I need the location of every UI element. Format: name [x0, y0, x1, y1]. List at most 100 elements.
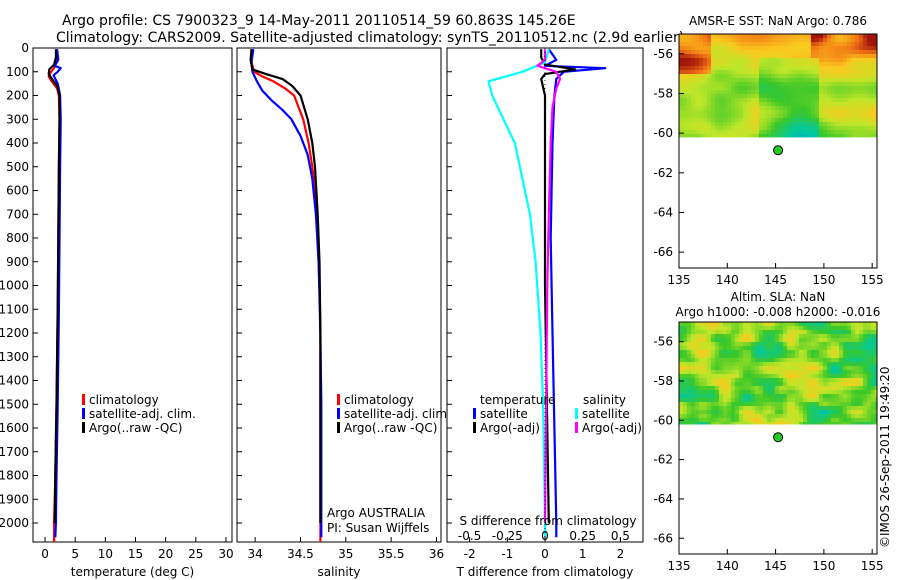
map-cell [687, 118, 692, 123]
map-cell [743, 46, 748, 51]
map-cell [695, 334, 700, 339]
map-cell [791, 62, 796, 67]
map-cell [691, 418, 696, 423]
map-cell [731, 358, 736, 363]
map-cell [731, 98, 736, 103]
series-line-2 [487, 48, 550, 538]
map-cell [767, 50, 772, 55]
map-cell [691, 74, 696, 79]
map-cell [815, 366, 820, 371]
map-cell [767, 422, 772, 425]
map-cell [679, 338, 684, 343]
map-cell [775, 342, 780, 347]
map-cell [851, 102, 856, 107]
map-cell [827, 350, 832, 355]
map-cell [831, 402, 836, 407]
map-cell [843, 366, 848, 371]
map-cell [775, 122, 780, 127]
map-cell [719, 118, 724, 123]
map-cell [695, 410, 700, 415]
map-cell [715, 122, 720, 127]
map-cell [811, 326, 816, 331]
x-tick-label: 1 [579, 547, 587, 561]
map-cell [851, 118, 856, 123]
map-cell [683, 86, 688, 91]
map-cell [803, 414, 808, 419]
map-cell [871, 130, 876, 135]
map-cell [687, 34, 692, 39]
map-cell [823, 62, 828, 67]
map-cell [839, 366, 844, 371]
map-cell [871, 342, 876, 347]
map-cell [839, 102, 844, 107]
map-cell [795, 66, 800, 71]
map-cell [755, 74, 760, 79]
map-cell [755, 98, 760, 103]
map-cell [831, 54, 836, 59]
map-cell [695, 130, 700, 135]
map-cell [719, 86, 724, 91]
map-cell [855, 70, 860, 75]
map-cell [859, 354, 864, 359]
map-cell [699, 410, 704, 415]
map-cell [847, 374, 852, 379]
map-cell [835, 66, 840, 71]
map-cell [783, 378, 788, 383]
map-cell [679, 354, 684, 359]
map-cell [763, 346, 768, 351]
map-cell [739, 322, 744, 327]
map-cell [843, 122, 848, 127]
map-cell [843, 42, 848, 47]
map-cell [851, 90, 856, 95]
map-cell [775, 354, 780, 359]
map-cell [787, 382, 792, 387]
map-cell [867, 74, 872, 79]
map-cell [863, 126, 868, 131]
map-cell [743, 406, 748, 411]
map-cell [827, 358, 832, 363]
map-cell [811, 58, 816, 63]
map-cell [847, 346, 852, 351]
map-cell [751, 102, 756, 107]
map-cell [763, 422, 768, 425]
map-cell [679, 330, 684, 335]
map-cell [819, 86, 824, 91]
map-cell [823, 346, 828, 351]
map-cell [687, 50, 692, 55]
map-cell [823, 106, 828, 111]
map-cell [703, 390, 708, 395]
map-cell [783, 82, 788, 87]
map-cell [859, 350, 864, 355]
map-cell [707, 54, 712, 59]
map-cell [751, 50, 756, 55]
map-cell [835, 126, 840, 131]
map-cell [763, 74, 768, 79]
map-cell [787, 398, 792, 403]
map-cell [711, 346, 716, 351]
map-cell [799, 134, 804, 138]
map-cell [875, 422, 878, 425]
map-cell [743, 118, 748, 123]
plot-frame [32, 47, 233, 543]
map-cell [699, 330, 704, 335]
map-cell [795, 122, 800, 127]
map-cell [759, 46, 764, 51]
map-cell [875, 106, 878, 111]
map-cell [871, 350, 876, 355]
map-cell [723, 62, 728, 67]
map-cell [687, 390, 692, 395]
map-cell [743, 386, 748, 391]
map-cell [819, 334, 824, 339]
map-cell [747, 134, 752, 138]
map-cell [815, 326, 820, 331]
map-cell [867, 382, 872, 387]
map-cell [763, 78, 768, 83]
map-cell [795, 42, 800, 47]
map-cell [767, 362, 772, 367]
map-cell [855, 66, 860, 71]
map-cell [711, 62, 716, 67]
map-cell [795, 326, 800, 331]
map-cell [767, 62, 772, 67]
map-cell [835, 374, 840, 379]
map-cell [819, 358, 824, 363]
